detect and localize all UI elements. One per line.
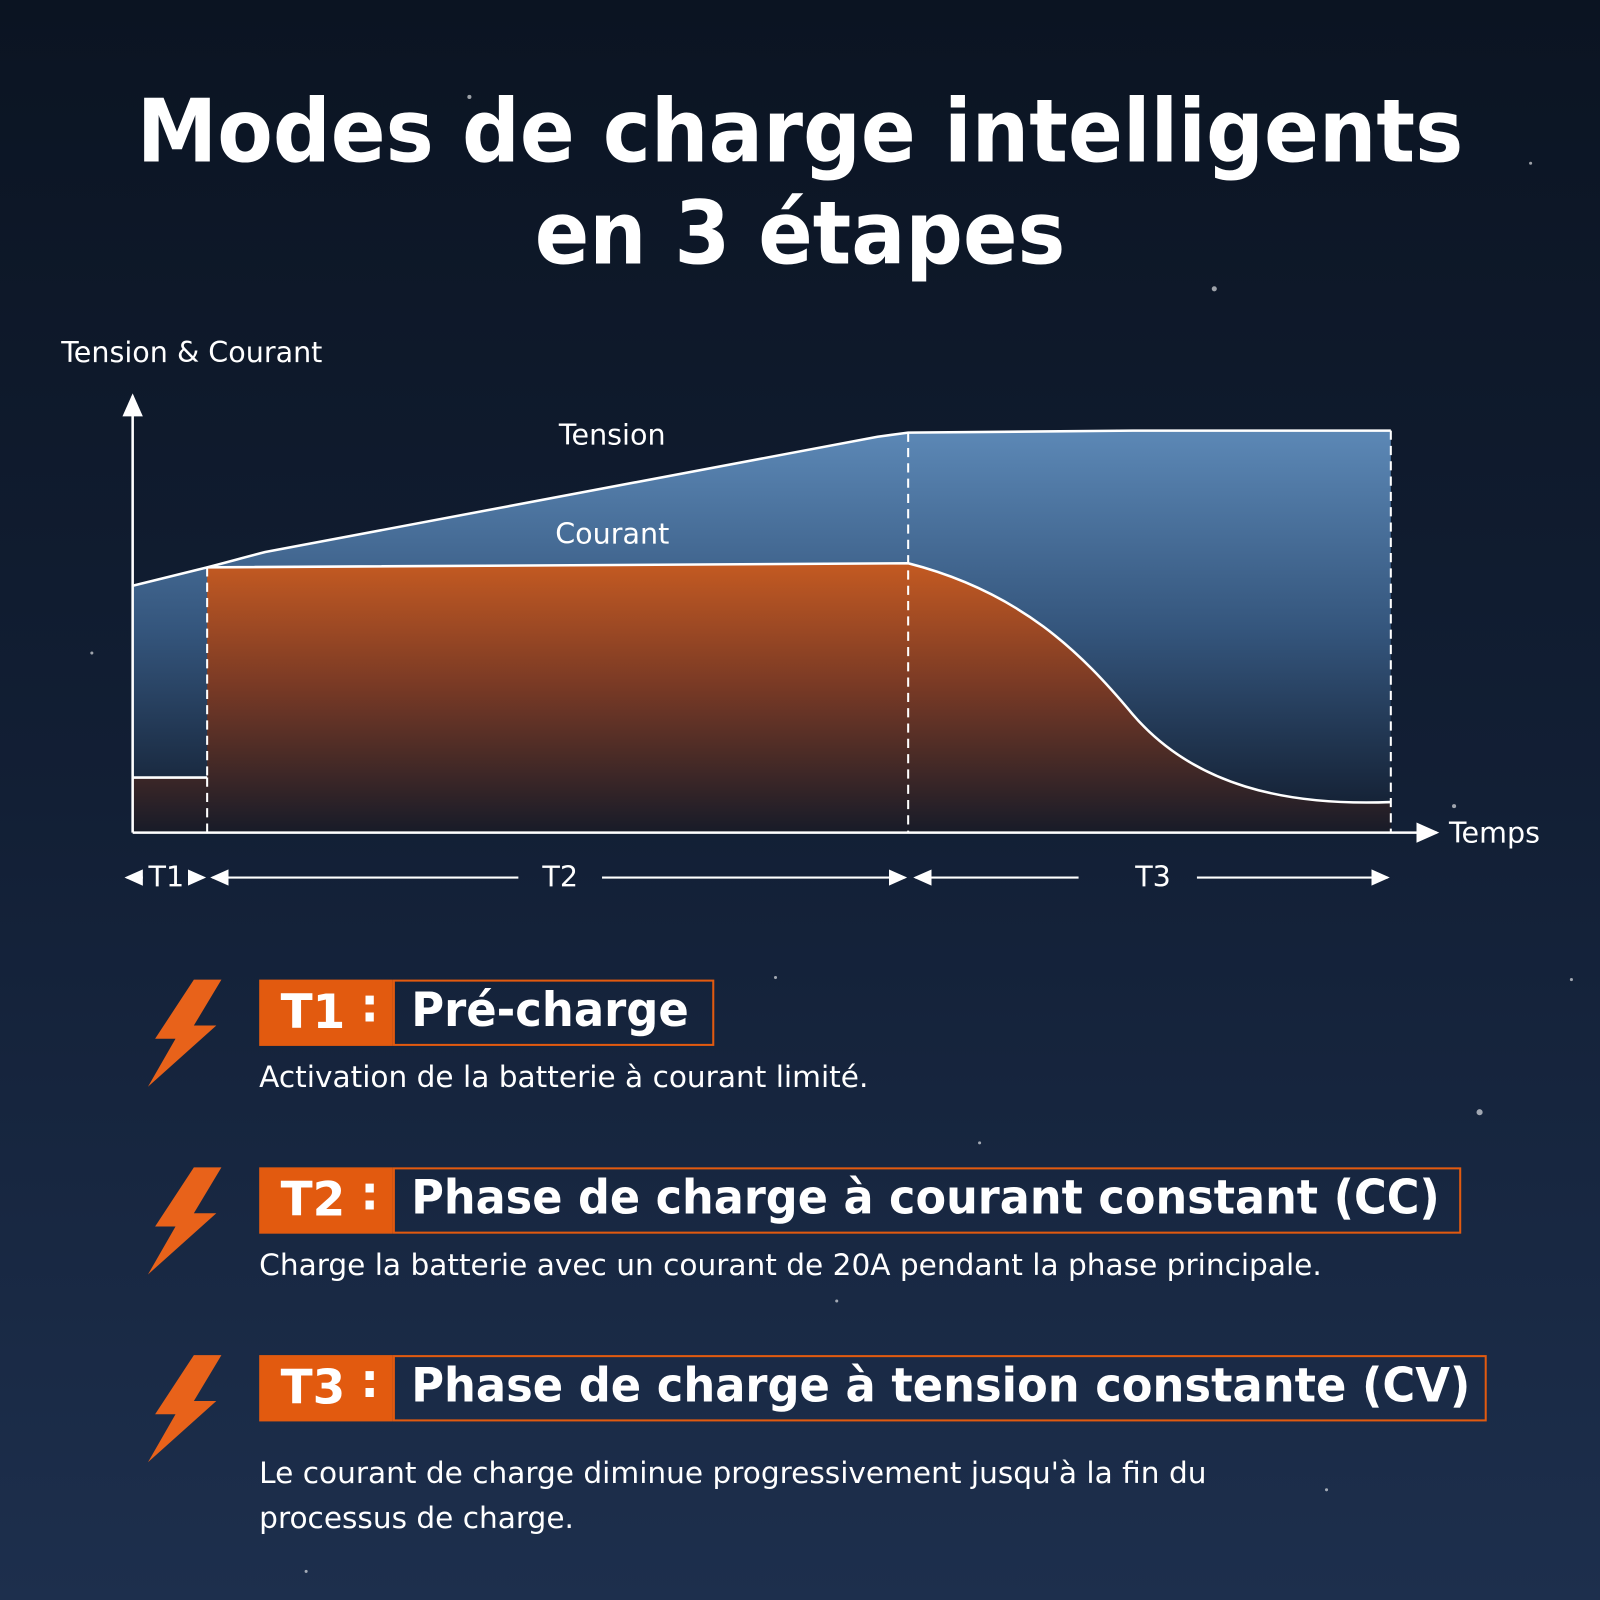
title-line: Modes de charge intelligents xyxy=(137,81,1464,183)
step-name: Phase de charge à courant constant (CC) xyxy=(411,1171,1440,1226)
title-line: en 3 étapes xyxy=(535,183,1066,285)
step-code-box xyxy=(259,1167,393,1234)
step-name-box xyxy=(392,1167,1462,1234)
y-axis-label: Tension & Courant xyxy=(60,335,322,369)
step-code-box xyxy=(259,1355,393,1422)
step-name: Phase de charge à tension constante (CV) xyxy=(411,1358,1470,1413)
step-description: Charge la batterie avec un courant de 20… xyxy=(259,1248,1322,1282)
stars xyxy=(90,94,1573,1573)
step-separator: : xyxy=(360,979,379,1034)
step-separator: : xyxy=(360,1354,379,1409)
phase-label: T1 xyxy=(148,860,185,894)
step-description: Activation de la batterie à courant limi… xyxy=(259,1060,868,1094)
charge-diagram: Tension & Courant Temps Tension Courant … xyxy=(60,335,1540,893)
step-separator: : xyxy=(360,1166,379,1221)
step-description: Le courant de charge diminue progressive… xyxy=(259,1456,1206,1490)
courant-area xyxy=(132,563,1391,833)
step-name-box xyxy=(392,1355,1487,1422)
phase-label: T3 xyxy=(1134,860,1171,894)
courant-curve xyxy=(132,561,1391,804)
step-code-box xyxy=(259,979,393,1046)
lightning-icon xyxy=(147,1355,222,1463)
steps: T1: Pré-charge Activation de la batterie à… xyxy=(147,979,1487,1535)
phase-label: T2 xyxy=(541,860,578,894)
step-code: T3 xyxy=(281,1360,346,1415)
step-name: Pré-charge xyxy=(411,983,689,1038)
lightning-icon xyxy=(147,979,222,1087)
step-name-box xyxy=(392,979,715,1046)
lightning-icon xyxy=(147,1167,222,1275)
curve-label: Courant xyxy=(555,517,669,551)
x-axis-label: Temps xyxy=(1448,816,1540,850)
curve-label: Tension xyxy=(558,418,666,452)
step-description: processus de charge. xyxy=(259,1501,574,1535)
step-code: T1 xyxy=(281,985,346,1040)
step-code: T2 xyxy=(281,1173,346,1228)
